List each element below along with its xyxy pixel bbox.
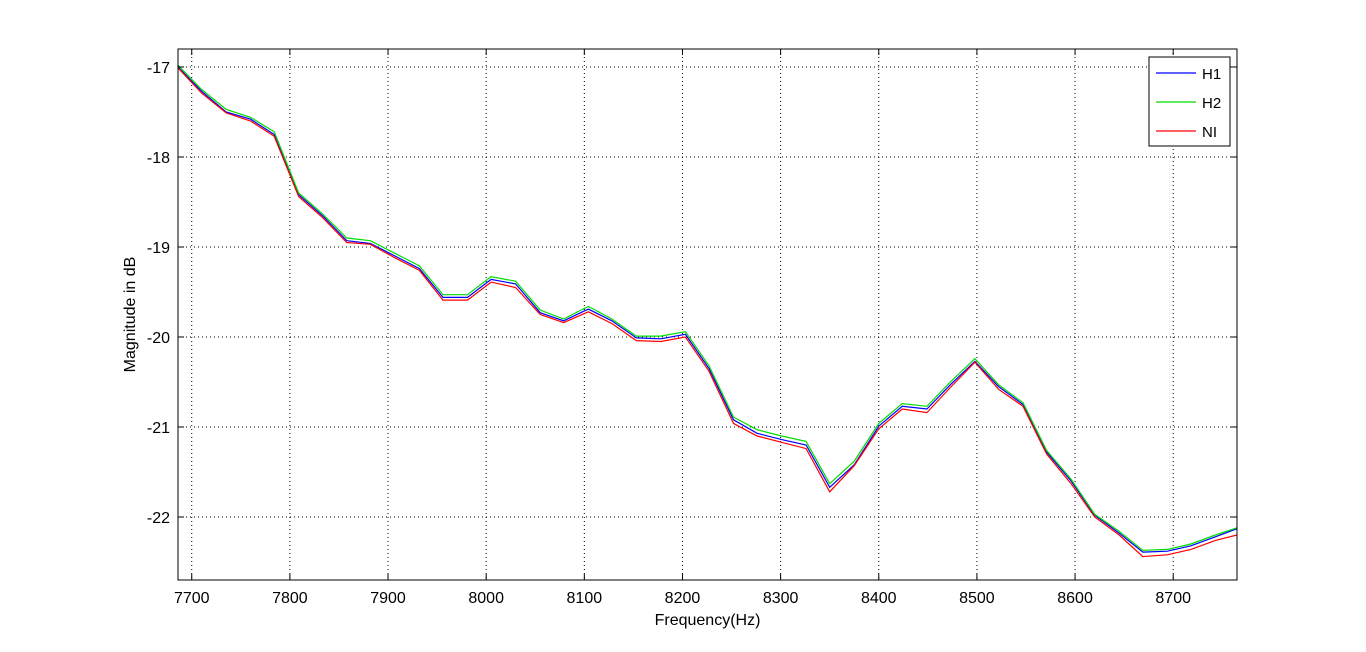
x-tick-label: 8700: [1155, 590, 1191, 607]
legend-label-ni: NI: [1202, 124, 1217, 141]
x-tick-label: 7700: [174, 590, 210, 607]
x-tick-label: 7800: [272, 590, 308, 607]
legend-label-h1: H1: [1202, 66, 1221, 83]
axis-ticks: 7700 7800 7900 8000 8100 8200 8300 8400 8500 8600…: [147, 49, 1237, 607]
x-tick-label: 8000: [468, 590, 504, 607]
y-tick-label: -20: [147, 330, 170, 347]
x-tick-label: 8500: [959, 590, 995, 607]
x-tick-label: 8100: [567, 590, 603, 607]
grid-lines: [178, 49, 1237, 580]
x-tick-label: 7900: [370, 590, 406, 607]
y-tick-label: -21: [147, 420, 170, 437]
x-tick-label: 8200: [665, 590, 701, 607]
x-tick-label: 8300: [763, 590, 799, 607]
series-line-ni: [178, 67, 1237, 558]
x-tick-label: 8400: [861, 590, 897, 607]
y-axis-label: Magnitude in dB: [122, 257, 139, 373]
x-axis-label: Frequency(Hz): [655, 612, 761, 629]
y-tick-label: -19: [147, 240, 170, 257]
legend-label-h2: H2: [1202, 95, 1221, 112]
series-line-h2: [178, 64, 1237, 551]
series-lines: [178, 64, 1237, 558]
axes-box: [177, 48, 1238, 581]
y-tick-label: -18: [147, 150, 170, 167]
y-tick-label: -17: [147, 60, 170, 77]
legend: H1 H2 NI: [1148, 56, 1231, 147]
y-tick-label: -22: [147, 510, 170, 527]
series-line-h1: [178, 66, 1237, 553]
x-tick-label: 8600: [1057, 590, 1093, 607]
